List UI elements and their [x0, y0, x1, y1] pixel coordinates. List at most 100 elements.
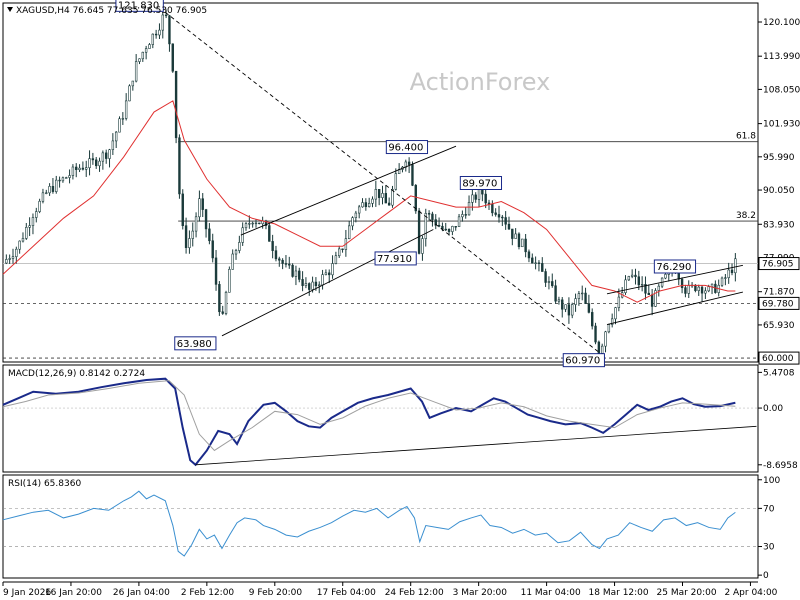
candle-body: [68, 175, 71, 178]
candle-body: [51, 186, 55, 192]
candle-body: [707, 286, 710, 292]
candle-body: [25, 227, 28, 239]
candle-body: [521, 238, 524, 248]
candle-body: [35, 211, 38, 218]
candle-body: [71, 166, 75, 176]
candle-body: [581, 292, 584, 295]
candle-body: [104, 152, 108, 159]
candle-body: [467, 202, 471, 216]
collapse-triangle-icon: [7, 7, 13, 12]
candle-body: [577, 293, 581, 299]
candle-body: [680, 278, 684, 288]
candle-body: [294, 270, 298, 277]
candle-body: [85, 167, 88, 170]
candle-body: [124, 100, 128, 119]
candle-body: [134, 61, 138, 82]
candle-body: [627, 276, 631, 281]
candle-body: [507, 223, 511, 230]
candle-body: [18, 240, 21, 250]
candle-body: [114, 131, 118, 142]
candle-body: [411, 164, 414, 186]
candle-body: [161, 14, 164, 31]
candle-body: [304, 283, 308, 286]
candle-body: [154, 33, 158, 36]
candle-body: [248, 223, 251, 225]
candle-body: [38, 200, 41, 212]
candle-body: [544, 271, 547, 283]
pivot-label: 77.910: [377, 254, 412, 265]
x-tick-label: 26 Jan 04:00: [113, 588, 170, 598]
candle-body: [617, 296, 621, 308]
candle-body: [221, 311, 224, 314]
pivot-label-box: [459, 175, 503, 190]
candle-body: [238, 242, 241, 251]
candle-body: [278, 258, 281, 261]
candle-body: [381, 193, 384, 198]
trendline: [165, 11, 600, 354]
candle-body: [108, 149, 111, 159]
candle-body: [494, 212, 497, 215]
candle-body: [348, 225, 351, 240]
candle-body: [184, 225, 188, 248]
candle-body: [511, 228, 514, 239]
candle-body: [178, 137, 181, 195]
candle-body: [427, 213, 431, 215]
trendline: [606, 264, 743, 295]
candle-body: [234, 250, 238, 255]
candle-body: [664, 274, 667, 279]
candle-body: [45, 192, 48, 194]
candle-body: [244, 223, 248, 229]
macd-line: [2, 377, 736, 467]
candle-body: [301, 279, 304, 286]
macd-tick-label: -8.6958: [763, 461, 798, 471]
candle-body: [81, 167, 85, 170]
candle-body: [547, 281, 551, 283]
candle-body: [121, 118, 125, 120]
candle-body: [704, 290, 707, 294]
x-tick-label: 17 Feb 04:00: [317, 588, 376, 598]
x-tick-label: 18 Mar 12:00: [589, 588, 649, 598]
pivot-label: 76.290: [656, 262, 691, 273]
pane-frame-1: [2, 364, 759, 473]
candle-body: [141, 51, 145, 60]
candle-body: [118, 118, 121, 133]
candle-body: [444, 228, 447, 231]
current-price-label-box: [758, 257, 800, 271]
moving-average-line: [2, 100, 736, 303]
candle-body: [361, 202, 364, 208]
candle-body: [461, 214, 464, 218]
candle-body: [288, 263, 291, 266]
candle-body: [501, 216, 504, 219]
rsi-tick-label: 30: [763, 543, 775, 553]
candle-body: [607, 324, 611, 333]
candle-body: [55, 179, 58, 192]
candle-body: [194, 216, 198, 232]
candle-body: [334, 255, 338, 264]
candle-body: [78, 167, 81, 170]
candle-body: [8, 258, 11, 260]
candle-body: [727, 269, 730, 279]
candle-body: [527, 251, 531, 259]
candle-body: [584, 292, 587, 304]
price-header: XAGUSD,H4 76.645 77.635 76.530 76.905: [16, 6, 207, 16]
candle-body: [131, 80, 135, 87]
candle-body: [650, 294, 654, 307]
candle-body: [281, 259, 284, 264]
macd-signal-line: [2, 380, 736, 452]
candle-body: [164, 14, 168, 17]
candle-body: [551, 281, 554, 287]
rsi-tick-label: 100: [763, 476, 780, 486]
pivot-label: 60.970: [565, 356, 600, 367]
base-price-label-box: [758, 351, 800, 365]
candle-body: [314, 281, 318, 287]
x-tick-label: 9 Feb 20:00: [249, 588, 303, 598]
candle-body: [41, 192, 45, 202]
candle-body: [374, 189, 378, 200]
candle-body: [15, 248, 18, 257]
fib-level-label: 61.8: [736, 132, 756, 142]
x-tick-label: 25 Mar 20:00: [657, 588, 717, 598]
candle-body: [208, 228, 211, 242]
candle-body: [357, 206, 361, 214]
candle-body: [684, 287, 687, 294]
candle-body: [171, 43, 174, 72]
